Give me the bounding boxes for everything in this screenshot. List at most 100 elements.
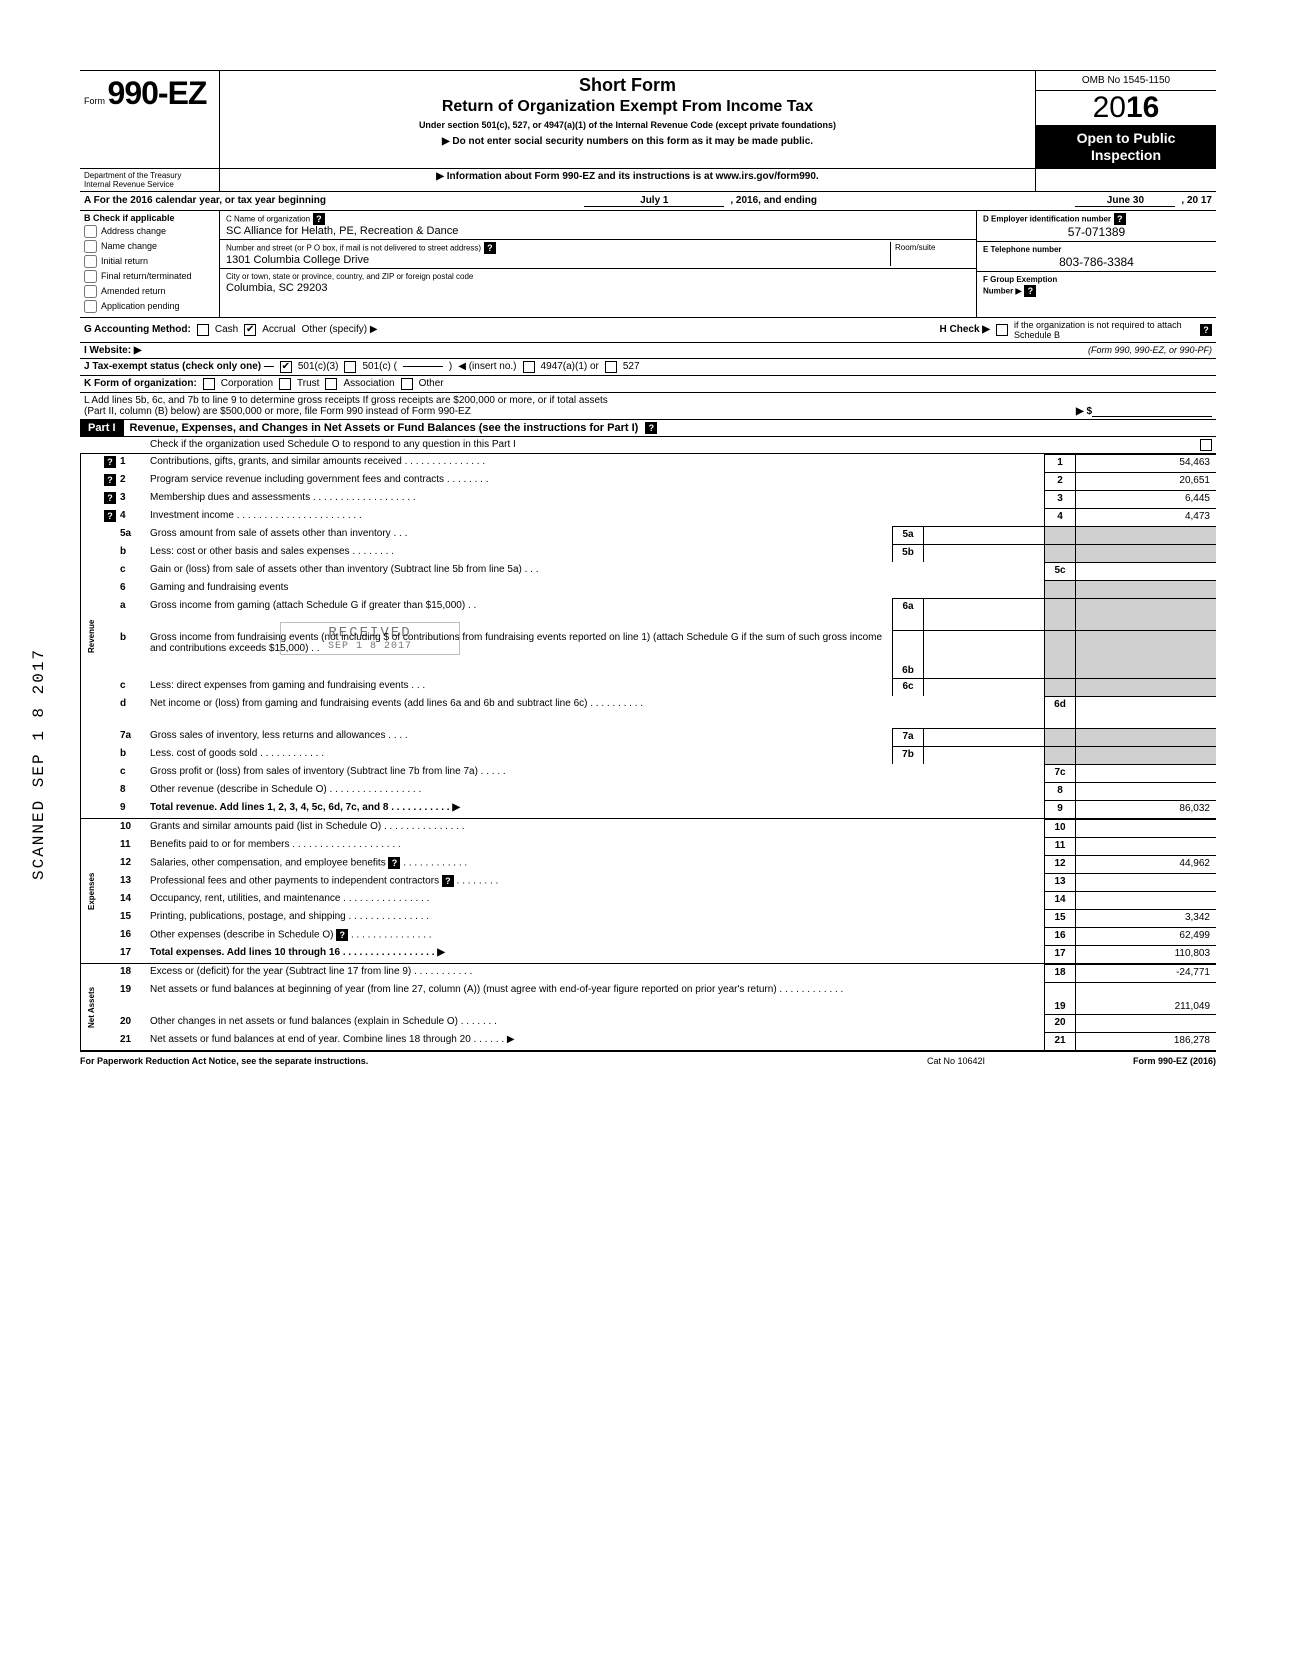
chk-trust[interactable] xyxy=(279,378,291,390)
line-value: 110,803 xyxy=(1076,945,1216,963)
title-cell: Short Form Return of Organization Exempt… xyxy=(220,71,1036,168)
line-num: 15 xyxy=(118,909,146,927)
chk-501c[interactable] xyxy=(344,361,356,373)
chk-cash[interactable] xyxy=(197,324,209,336)
name-label: C Name of organization xyxy=(226,214,310,223)
mid-value xyxy=(924,678,1044,696)
help-icon[interactable]: ? xyxy=(1114,213,1126,225)
right-num: 3 xyxy=(1044,490,1076,508)
line-desc: Net income or (loss) from gaming and fun… xyxy=(146,696,1044,728)
form-prefix: Form xyxy=(84,96,105,106)
chk-other-org[interactable] xyxy=(401,378,413,390)
chk-4947[interactable] xyxy=(523,361,535,373)
year-prefix: 20 xyxy=(1093,91,1126,124)
footer-center: Cat No 10642I xyxy=(856,1056,1056,1066)
chk-name-change[interactable]: Name change xyxy=(84,240,215,253)
chk-accrual[interactable]: ✔ xyxy=(244,324,256,336)
chk-527[interactable] xyxy=(605,361,617,373)
title-under: Under section 501(c), 527, or 4947(a)(1)… xyxy=(226,120,1029,130)
line-desc: Less: direct expenses from gaming and fu… xyxy=(146,678,892,696)
tax-year-begin: July 1 xyxy=(584,195,724,207)
dept-treasury: Department of the Treasury xyxy=(84,171,215,180)
l-arrow: ▶ $ xyxy=(1076,406,1092,417)
l-text1: L Add lines 5b, 6c, and 7b to line 9 to … xyxy=(84,395,1212,406)
line-num: 11 xyxy=(118,837,146,855)
help-icon[interactable]: ? xyxy=(336,929,348,941)
chk-application-pending[interactable]: Application pending xyxy=(84,300,215,313)
ein-label: D Employer identification number xyxy=(983,214,1111,223)
line-value xyxy=(1076,837,1216,855)
year-bold: 16 xyxy=(1126,91,1159,124)
mid-value xyxy=(924,544,1044,562)
form-note: (Form 990, 990-EZ, or 990-PF) xyxy=(1088,345,1212,355)
help-icon[interactable]: ? xyxy=(442,875,454,887)
row-g: G Accounting Method: Cash ✔Accrual Other… xyxy=(80,318,1216,343)
right-num xyxy=(1044,728,1076,746)
tax-year: 2016 xyxy=(1036,91,1216,126)
help-icon[interactable]: ? xyxy=(645,422,657,434)
inspection-text: Inspection xyxy=(1040,147,1212,164)
omb-number: OMB No 1545-1150 xyxy=(1036,71,1216,91)
right-num: 4 xyxy=(1044,508,1076,526)
help-icon[interactable]: ? xyxy=(104,456,116,468)
ssn-notice: ▶ Do not enter social security numbers o… xyxy=(226,136,1029,147)
footer-right: Form 990-EZ (2016) xyxy=(1056,1056,1216,1066)
right-num xyxy=(1044,580,1076,598)
right-header: OMB No 1545-1150 2016 Open to Public Ins… xyxy=(1036,71,1216,168)
line-num: 19 xyxy=(118,982,146,1014)
chk-amended-return[interactable]: Amended return xyxy=(84,285,215,298)
chk-h[interactable] xyxy=(996,324,1008,336)
help-icon[interactable]: ? xyxy=(388,857,400,869)
help-icon[interactable]: ? xyxy=(104,492,116,504)
part1-check-row: Check if the organization used Schedule … xyxy=(80,437,1216,454)
right-num xyxy=(1044,746,1076,764)
chk-address-change[interactable]: Address change xyxy=(84,225,215,238)
side-netassets: Net Assets xyxy=(80,964,102,1050)
mid-num: 6a xyxy=(892,598,924,630)
line-value: 44,962 xyxy=(1076,855,1216,873)
chk-label: Final return/terminated xyxy=(101,270,192,280)
chk-label: Amended return xyxy=(101,285,166,295)
help-icon[interactable]: ? xyxy=(104,510,116,522)
help-icon[interactable]: ? xyxy=(1200,324,1212,336)
netassets-table: Net Assets 18Excess or (deficit) for the… xyxy=(80,964,1216,1052)
mid-value xyxy=(924,526,1044,544)
row-l: L Add lines 5b, 6c, and 7b to line 9 to … xyxy=(80,393,1216,420)
g-label: G Accounting Method: xyxy=(84,324,191,335)
help-icon[interactable]: ? xyxy=(484,242,496,254)
right-num xyxy=(1044,526,1076,544)
ein-value: 57-071389 xyxy=(983,225,1210,239)
row-a-suffix: , 20 17 xyxy=(1181,195,1212,207)
line-desc: Other expenses (describe in Schedule O) … xyxy=(146,927,1044,945)
right-num: 17 xyxy=(1044,945,1076,963)
chk-schedule-o[interactable] xyxy=(1200,439,1212,451)
chk-501c3[interactable]: ✔ xyxy=(280,361,292,373)
line-desc: Less: cost or other basis and sales expe… xyxy=(146,544,892,562)
line-num: 13 xyxy=(118,873,146,891)
mid-num: 6b xyxy=(892,630,924,678)
form-badge: Form 990-EZ xyxy=(80,71,220,168)
row-a: A For the 2016 calendar year, or tax yea… xyxy=(80,192,1216,211)
inspection-badge: Open to Public Inspection xyxy=(1036,126,1216,168)
line-value xyxy=(1076,598,1216,630)
right-num: 9 xyxy=(1044,800,1076,818)
row-a-mid: , 2016, and ending xyxy=(730,195,817,207)
help-icon[interactable]: ? xyxy=(1024,285,1036,297)
4947-label: 4947(a)(1) or xyxy=(541,361,599,372)
row-a-prefix: A For the 2016 calendar year, or tax yea… xyxy=(84,195,326,207)
line-desc: Gain or (loss) from sale of assets other… xyxy=(146,562,1044,580)
chk-final-return[interactable]: Final return/terminated xyxy=(84,270,215,283)
help-icon[interactable]: ? xyxy=(104,474,116,486)
city-label: City or town, state or province, country… xyxy=(226,272,473,281)
line-num: b xyxy=(118,746,146,764)
line-value xyxy=(1076,562,1216,580)
line-num: b xyxy=(118,544,146,562)
side-expenses: Expenses xyxy=(80,819,102,963)
chk-corp[interactable] xyxy=(203,378,215,390)
chk-assoc[interactable] xyxy=(325,378,337,390)
right-num xyxy=(1044,630,1076,678)
line-value xyxy=(1076,782,1216,800)
trust-label: Trust xyxy=(297,378,319,389)
help-icon[interactable]: ? xyxy=(313,213,325,225)
chk-initial-return[interactable]: Initial return xyxy=(84,255,215,268)
